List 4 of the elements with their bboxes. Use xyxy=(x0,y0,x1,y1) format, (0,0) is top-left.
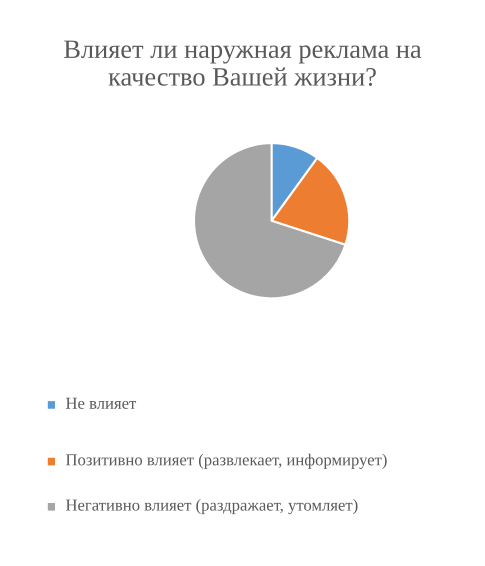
legend-label: Позитивно влияет (развлекает, информирует) xyxy=(66,454,387,469)
legend-label: Негативно влияет (раздражает, утомляет) xyxy=(66,498,358,514)
legend-label: Не влияет xyxy=(66,398,136,409)
chart-title: Влияет ли наружная реклама на качество Вашей жизни? xyxy=(64,40,422,86)
